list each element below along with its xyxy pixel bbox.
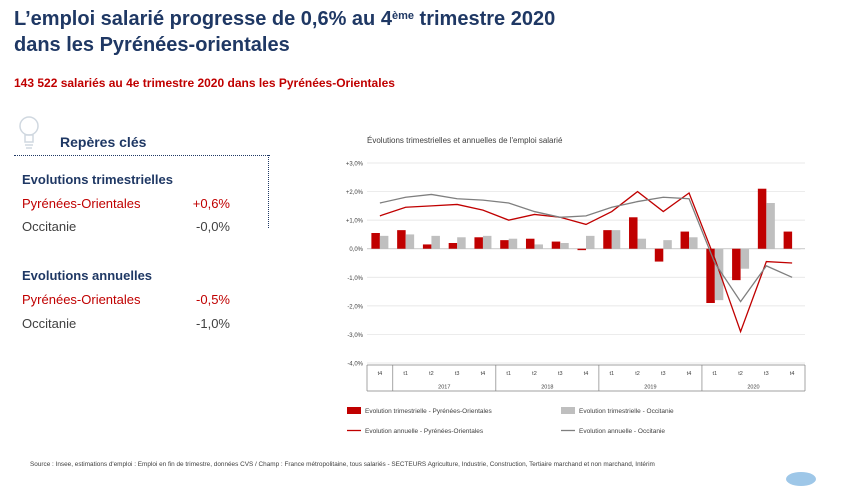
y-tick-label: +1,0% xyxy=(346,219,364,225)
annual-po-value: -0,5% xyxy=(196,292,230,307)
x-tick-label: t2 xyxy=(635,371,640,377)
x-tick-label: t4 xyxy=(378,371,383,377)
bar xyxy=(783,231,793,249)
employment-chart: Évolutions trimestrielles et annuelles d… xyxy=(346,136,806,435)
bar xyxy=(706,248,715,303)
bar xyxy=(603,230,612,249)
legend-label: Evolution trimestrielle - Occitanie xyxy=(579,408,674,415)
bar xyxy=(714,248,724,301)
bar xyxy=(629,217,638,249)
key-figures-border xyxy=(268,155,269,228)
x-tick-label: t1 xyxy=(609,371,614,377)
title-line1-suffix: trimestre 2020 xyxy=(413,8,556,30)
year-label: 2018 xyxy=(541,385,553,391)
y-tick-label: +3,0% xyxy=(346,162,364,168)
x-tick-label: t4 xyxy=(481,371,486,377)
bar xyxy=(654,248,664,262)
x-tick-label: t1 xyxy=(403,371,408,377)
bar xyxy=(689,237,698,249)
subtitle: 143 522 salariés au 4e trimestre 2020 da… xyxy=(14,76,395,90)
bar xyxy=(611,230,621,249)
source-note: Source : Insee, estimations d'emploi : E… xyxy=(30,461,655,468)
bar xyxy=(577,248,586,251)
x-tick-label: t1 xyxy=(506,371,511,377)
bar xyxy=(457,237,466,249)
x-tick-label: t4 xyxy=(790,371,795,377)
lightbulb-icon xyxy=(19,116,39,149)
x-tick-label: t3 xyxy=(661,371,666,377)
x-tick-label: t2 xyxy=(738,371,743,377)
y-tick-label: -2,0% xyxy=(347,304,363,310)
bar xyxy=(732,248,741,281)
x-tick-label: t4 xyxy=(687,371,692,377)
bar xyxy=(534,244,543,249)
bar xyxy=(792,248,801,250)
bar xyxy=(422,244,432,249)
key-figures-divider xyxy=(14,155,270,156)
quarterly-po-value: +0,6% xyxy=(192,196,230,211)
key-figures-heading: Repères clés xyxy=(60,134,147,150)
bar xyxy=(551,241,561,249)
y-tick-label: -3,0% xyxy=(347,333,363,339)
y-tick-label: +2,0% xyxy=(346,190,364,196)
bar xyxy=(500,240,509,249)
title-line1-prefix: L’emploi salarié progresse de 0,6% au 4 xyxy=(14,8,392,30)
legend-label: Evolution annuelle - Pyrénées-Orientales xyxy=(365,428,484,435)
y-tick-label: -1,0% xyxy=(347,276,363,282)
x-tick-label: t3 xyxy=(764,371,769,377)
year-label: 2020 xyxy=(747,385,759,391)
year-label: 2017 xyxy=(438,385,450,391)
bar xyxy=(405,234,415,249)
quarterly-po-label: Pyrénées-Orientales xyxy=(22,196,141,211)
x-tick-label: t3 xyxy=(455,371,460,377)
bar xyxy=(508,238,518,249)
bar xyxy=(431,235,440,249)
series-line xyxy=(379,193,793,303)
bar xyxy=(474,237,483,249)
title-line2: dans les Pyrénées-orientales xyxy=(14,34,290,56)
y-tick-label: -4,0% xyxy=(347,362,363,368)
quarterly-occitanie-label: Occitanie xyxy=(22,219,77,234)
legend-swatch xyxy=(561,407,575,414)
bar xyxy=(560,243,569,249)
x-tick-label: t3 xyxy=(558,371,563,377)
bar xyxy=(482,235,492,249)
bar xyxy=(397,230,406,249)
bar xyxy=(637,238,647,249)
legend-label: Evolution trimestrielle - Pyrénées-Orien… xyxy=(365,408,493,415)
annual-heading: Evolutions annuelles xyxy=(22,268,153,283)
x-tick-label: t2 xyxy=(429,371,434,377)
bar xyxy=(448,243,458,249)
title-superscript: ème xyxy=(391,10,414,22)
annual-occitanie-value: -1,0% xyxy=(196,316,230,331)
x-tick-label: t4 xyxy=(584,371,589,377)
corner-decoration xyxy=(786,472,816,486)
bar xyxy=(525,238,535,249)
quarterly-heading: Evolutions trimestrielles xyxy=(22,172,173,187)
legend-label: Evolution annuelle - Occitanie xyxy=(579,428,665,435)
year-label: 2019 xyxy=(644,385,656,391)
bar xyxy=(680,231,690,249)
legend-swatch xyxy=(347,407,361,414)
bar xyxy=(766,203,775,249)
bar xyxy=(663,240,672,249)
annual-occitanie-label: Occitanie xyxy=(22,316,77,331)
bar xyxy=(586,235,595,249)
bar xyxy=(371,233,380,249)
bar xyxy=(740,248,750,269)
x-tick-label: t2 xyxy=(532,371,537,377)
page-title: L’emploi salarié progresse de 0,6% au 4è… xyxy=(14,6,555,58)
bar xyxy=(757,188,767,249)
bar xyxy=(379,235,389,249)
quarterly-occitanie-value: -0,0% xyxy=(196,219,230,234)
series-line xyxy=(379,190,793,334)
x-tick-label: t1 xyxy=(713,371,718,377)
annual-po-label: Pyrénées-Orientales xyxy=(22,292,141,307)
chart-title: Évolutions trimestrielles et annuelles d… xyxy=(367,136,563,145)
y-tick-label: 0,0% xyxy=(349,247,363,253)
